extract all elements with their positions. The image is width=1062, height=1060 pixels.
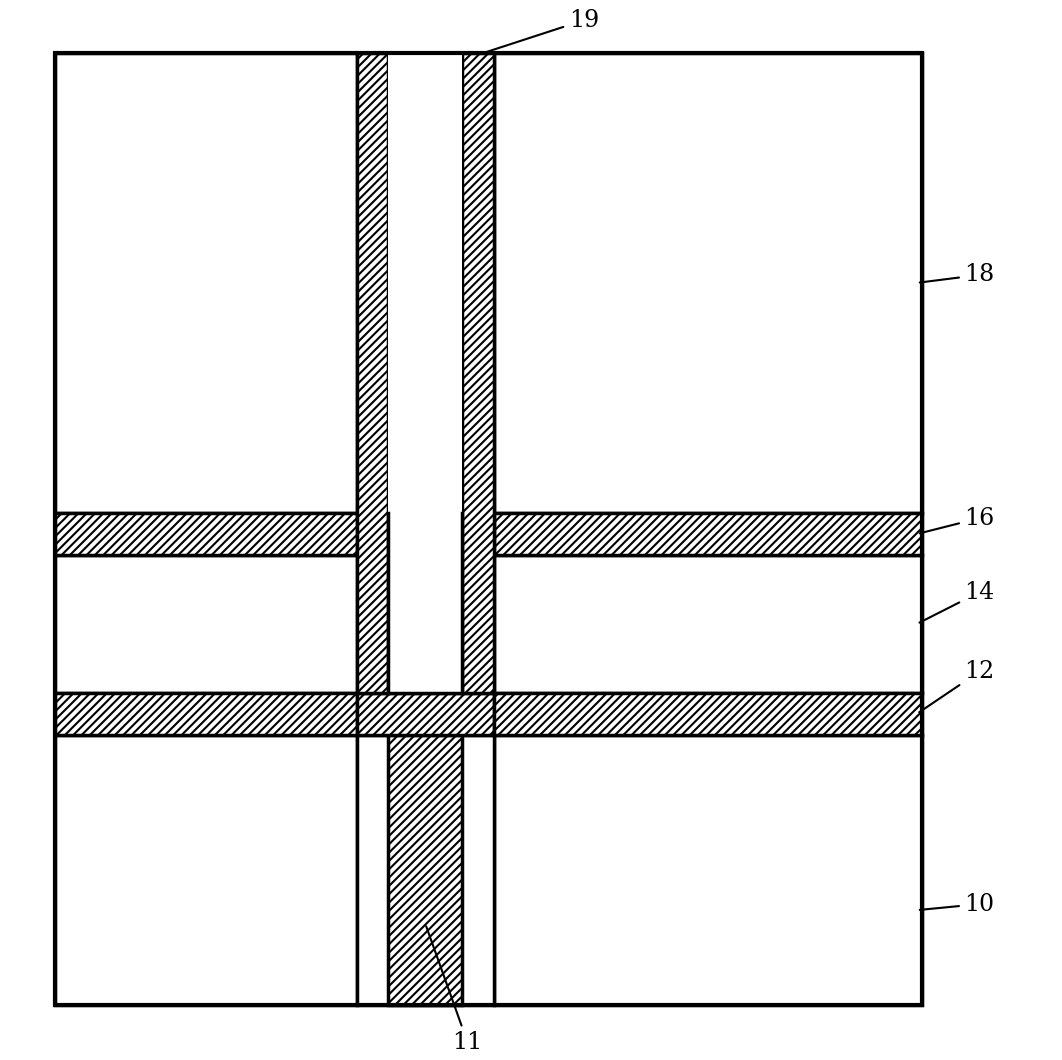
Bar bbox=[55, 53, 357, 513]
Bar bbox=[55, 513, 357, 555]
Text: 10: 10 bbox=[920, 893, 995, 916]
Text: 11: 11 bbox=[426, 926, 483, 1054]
Bar bbox=[55, 692, 357, 735]
Bar bbox=[494, 692, 922, 735]
Bar bbox=[462, 53, 494, 692]
Bar bbox=[357, 53, 389, 692]
Text: 14: 14 bbox=[920, 581, 995, 622]
Bar bbox=[55, 735, 357, 1005]
Bar bbox=[494, 513, 922, 555]
Bar bbox=[494, 555, 922, 692]
Bar bbox=[357, 692, 494, 735]
Bar bbox=[55, 53, 922, 1005]
Bar bbox=[389, 53, 462, 513]
Text: 18: 18 bbox=[920, 264, 995, 286]
Text: 16: 16 bbox=[920, 507, 995, 533]
Bar bbox=[389, 735, 462, 1005]
Text: 12: 12 bbox=[920, 660, 995, 712]
Bar bbox=[55, 555, 357, 692]
Bar bbox=[494, 735, 922, 1005]
Bar bbox=[389, 513, 462, 692]
Bar bbox=[494, 53, 922, 513]
Bar bbox=[357, 735, 494, 1005]
Text: 19: 19 bbox=[470, 8, 599, 57]
